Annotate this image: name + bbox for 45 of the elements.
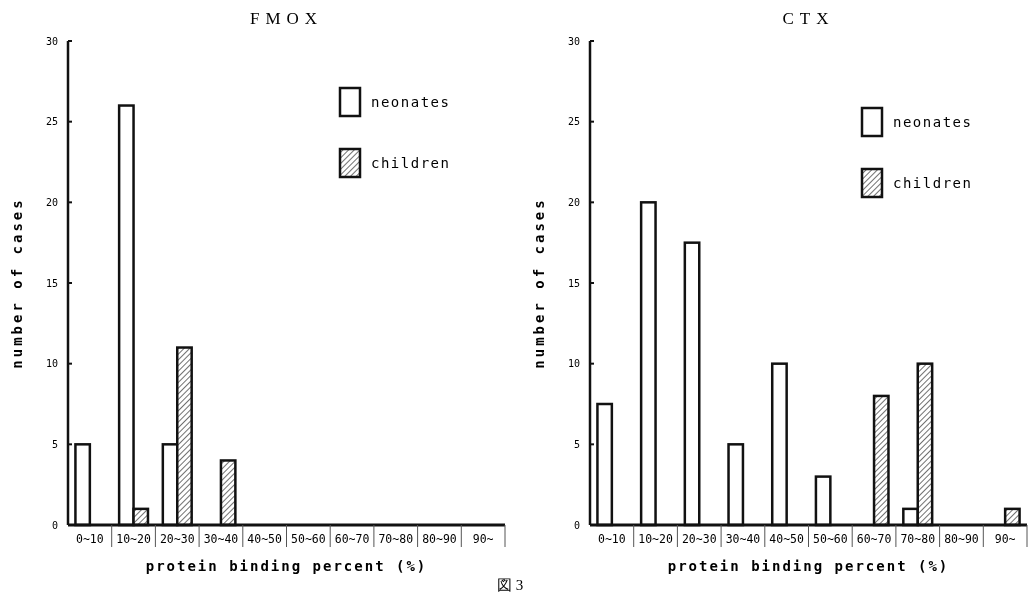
y-tick-label: 20	[45, 196, 58, 208]
y-tick-label: 5	[51, 438, 58, 450]
x-tick-label: 90~	[472, 532, 494, 546]
y-tick-label: 0	[51, 519, 58, 531]
chart-title: CTX	[782, 9, 835, 28]
y-tick-label: 30	[567, 35, 580, 47]
x-tick-label: 30~40	[203, 532, 239, 546]
x-tick-label: 50~60	[291, 532, 326, 546]
legend-label: children	[371, 154, 451, 171]
y-tick-label: 30	[45, 35, 58, 47]
caption: 図 3	[496, 577, 524, 593]
y-axis-title: number of cases	[531, 197, 547, 369]
y-tick-label: 25	[45, 116, 58, 128]
x-tick-label: 0~10	[598, 532, 626, 546]
x-tick-label: 70~80	[900, 532, 936, 546]
x-tick-label: 40~50	[247, 532, 283, 546]
legend-label: children	[893, 174, 973, 191]
y-tick-label: 25	[567, 116, 580, 128]
x-tick-label: 70~80	[378, 532, 414, 546]
y-tick-label: 5	[573, 438, 580, 450]
x-tick-label: 50~60	[813, 532, 848, 546]
x-tick-label: 80~90	[422, 532, 457, 546]
y-tick-label: 15	[45, 277, 58, 289]
x-tick-label: 60~70	[334, 532, 370, 546]
x-tick-label: 60~70	[856, 532, 892, 546]
x-tick-label: 20~30	[159, 532, 195, 546]
y-tick-label: 10	[45, 358, 58, 370]
x-tick-label: 20~30	[681, 532, 717, 546]
x-axis-title: protein binding percent (%)	[667, 558, 950, 574]
y-tick-label: 15	[567, 277, 580, 289]
x-axis-title: protein binding percent (%)	[145, 558, 428, 574]
x-tick-label: 0~10	[76, 532, 104, 546]
x-tick-label: 80~90	[944, 532, 979, 546]
legend-label: neonates	[893, 113, 973, 130]
y-tick-label: 20	[567, 196, 580, 208]
x-tick-label: 40~50	[769, 532, 805, 546]
x-tick-label: 10~20	[638, 532, 673, 546]
y-axis-title: number of cases	[9, 197, 25, 369]
chart-title: FMOX	[249, 9, 324, 28]
x-tick-label: 10~20	[116, 532, 151, 546]
y-tick-label: 0	[573, 519, 580, 531]
x-tick-label: 90~	[994, 532, 1016, 546]
legend-label: neonates	[371, 93, 451, 110]
y-tick-label: 10	[567, 358, 580, 370]
x-tick-label: 30~40	[725, 532, 761, 546]
